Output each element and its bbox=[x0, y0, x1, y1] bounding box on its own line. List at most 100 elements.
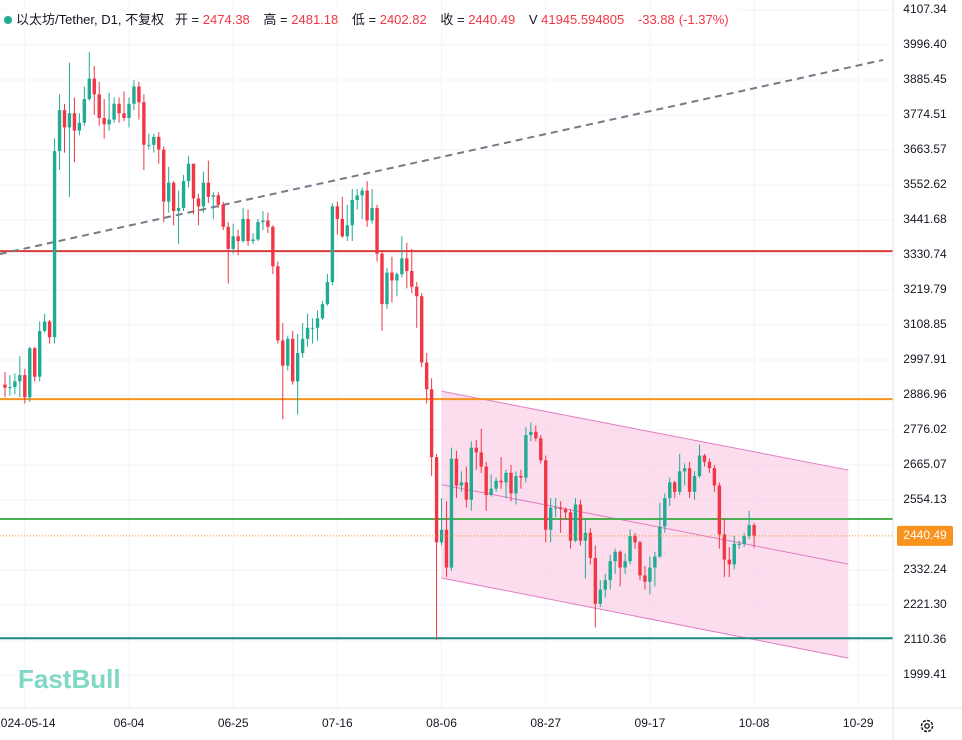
candle-body bbox=[653, 556, 657, 568]
candle-body bbox=[102, 117, 106, 125]
candle-body bbox=[558, 507, 563, 510]
candle-body bbox=[598, 589, 602, 604]
candle-body bbox=[578, 504, 583, 541]
y-tick-label: 3996.40 bbox=[903, 37, 947, 51]
candle-body bbox=[410, 270, 414, 287]
candle-body bbox=[196, 198, 201, 207]
plot-area bbox=[0, 0, 893, 708]
candle-body bbox=[37, 330, 42, 377]
candle-body bbox=[742, 536, 746, 544]
candle-body bbox=[23, 375, 27, 398]
candle-body bbox=[563, 509, 568, 513]
candle-body bbox=[677, 471, 682, 492]
candle-body bbox=[226, 226, 230, 249]
candle-body bbox=[82, 99, 87, 123]
candle-body bbox=[355, 195, 359, 201]
candle-body bbox=[191, 163, 196, 199]
candle-body bbox=[618, 551, 622, 568]
open-label: 开 = bbox=[174, 12, 200, 27]
channel-line bbox=[441, 390, 849, 471]
candle-body bbox=[97, 94, 101, 118]
candle-body bbox=[707, 461, 712, 469]
candle-body bbox=[360, 190, 364, 196]
y-tick-label: 3441.68 bbox=[903, 212, 947, 226]
candle-body bbox=[33, 348, 37, 377]
candle-body bbox=[692, 476, 697, 492]
candle-body bbox=[514, 476, 518, 494]
candle-body bbox=[553, 507, 558, 509]
y-tick-label: 3219.79 bbox=[903, 282, 947, 296]
x-tick-label: 09-17 bbox=[635, 716, 666, 730]
candle-body bbox=[484, 466, 488, 495]
candle-body bbox=[638, 542, 642, 576]
candle-body bbox=[454, 458, 459, 486]
candle-body bbox=[171, 182, 176, 212]
candle-body bbox=[300, 338, 305, 354]
candle-body bbox=[286, 338, 290, 366]
candle-body bbox=[132, 86, 136, 104]
x-tick-label: 08-27 bbox=[530, 716, 561, 730]
candle-body bbox=[380, 253, 384, 305]
status-dot bbox=[4, 16, 12, 24]
y-tick-label: 2554.13 bbox=[903, 492, 947, 506]
y-tick-label: 2665.07 bbox=[903, 457, 947, 471]
candle-body bbox=[266, 220, 270, 227]
x-tick-label: 10-29 bbox=[843, 716, 874, 730]
candle-body bbox=[548, 507, 553, 530]
candle-body bbox=[18, 375, 22, 382]
close-label: 收 = bbox=[440, 12, 465, 27]
candle-body bbox=[42, 321, 47, 331]
candle-body bbox=[236, 236, 240, 242]
channel-line bbox=[441, 484, 849, 565]
candle-body bbox=[77, 122, 82, 131]
candle-body bbox=[281, 340, 285, 366]
y-tick-label: 2886.96 bbox=[903, 387, 947, 401]
candle-body bbox=[583, 532, 588, 541]
candle-body bbox=[623, 561, 627, 568]
candle-body bbox=[539, 438, 543, 461]
candle-body bbox=[127, 103, 131, 118]
candle-body bbox=[67, 113, 72, 128]
candle-body bbox=[732, 543, 736, 565]
candle-body bbox=[137, 86, 141, 103]
candle-body bbox=[717, 485, 722, 535]
candle-body bbox=[52, 151, 57, 338]
settings-icon[interactable] bbox=[920, 719, 934, 733]
y-tick-label: 3330.74 bbox=[903, 247, 947, 261]
symbol: 以太坊/Tether, D1, 不复权 bbox=[16, 12, 165, 27]
candle-body bbox=[315, 318, 320, 328]
y-tick-label: 3108.85 bbox=[903, 317, 947, 331]
candle-body bbox=[727, 559, 731, 565]
x-tick-label: 08-06 bbox=[426, 716, 457, 730]
candle-body bbox=[206, 182, 211, 197]
channel-line bbox=[441, 577, 849, 659]
candle-body bbox=[633, 536, 637, 543]
candle-body bbox=[752, 525, 756, 536]
candle-body bbox=[107, 119, 111, 125]
candle-body bbox=[544, 460, 548, 530]
candle-body bbox=[375, 207, 379, 254]
candle-body bbox=[737, 543, 741, 545]
y-tick-label: 2332.24 bbox=[903, 562, 947, 576]
candle-body bbox=[593, 558, 598, 604]
low-label: 低 = bbox=[351, 12, 377, 27]
change-percent: (-1.37%) bbox=[678, 12, 729, 27]
candle-body bbox=[628, 536, 632, 562]
x-tick-label: 07-16 bbox=[322, 716, 353, 730]
volume-value: 41945.594805 bbox=[541, 12, 625, 27]
candle-body bbox=[335, 206, 340, 219]
candle-body bbox=[271, 226, 275, 267]
candle-body bbox=[3, 384, 7, 388]
candle-body bbox=[385, 272, 389, 305]
change-value: -33.88 bbox=[637, 12, 675, 27]
candle-body bbox=[424, 362, 429, 390]
y-tick-label: 2110.36 bbox=[904, 632, 947, 646]
candle-body bbox=[509, 472, 513, 494]
candle-body bbox=[429, 389, 434, 458]
candle-body bbox=[142, 102, 146, 145]
candle-body bbox=[415, 286, 419, 297]
axes: 4107.34 3996.40 3885.45 3774.51 3663.57 3552.… bbox=[0, 2, 953, 730]
candle-body bbox=[162, 149, 166, 202]
